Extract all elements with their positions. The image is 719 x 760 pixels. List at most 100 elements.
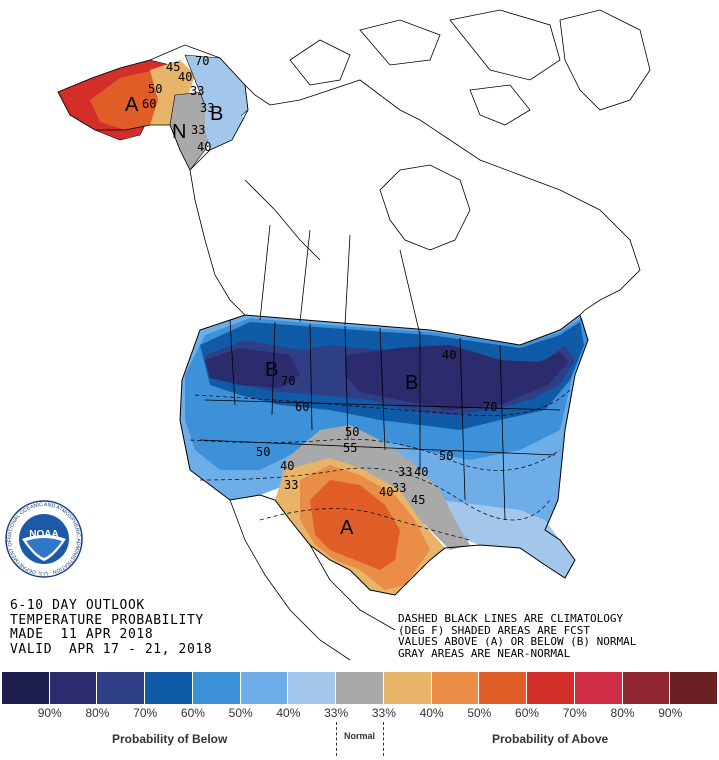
outlook-map: A B N B B A 50 40 33 33 33 40 60 70 45 7… bbox=[57, 9, 651, 661]
legend-swatch bbox=[145, 672, 193, 704]
contour-label: 50 bbox=[256, 445, 270, 459]
contour-label: 40 bbox=[379, 485, 393, 499]
contour-label: 50 bbox=[345, 425, 359, 439]
normal-divider-right bbox=[383, 722, 384, 756]
contour-label: 40 bbox=[280, 459, 294, 473]
contour-label: 70 bbox=[483, 400, 497, 414]
contour-label: 33 bbox=[190, 84, 204, 98]
alaska-region bbox=[57, 54, 249, 171]
legend-percent-label: 33% bbox=[324, 706, 349, 720]
contour-label: 33 bbox=[392, 481, 406, 495]
legend-percentages: 90% 80% 70% 60% 50% 40% 33% 33% 40% 50% 60% 70% 80% 9… bbox=[2, 706, 718, 720]
legend-percent-label: 70% bbox=[133, 706, 158, 720]
alaska-below-letter: B bbox=[210, 103, 223, 125]
hudson-bay bbox=[379, 164, 471, 251]
contour-label: 50 bbox=[439, 449, 453, 463]
alaska-normal-letter: N bbox=[172, 121, 186, 143]
contour-label: 60 bbox=[295, 400, 309, 414]
contour-label: 33 bbox=[284, 478, 298, 492]
legend-percent-label: 90% bbox=[658, 706, 683, 720]
canada-outline bbox=[189, 79, 641, 316]
contour-label: 50 bbox=[148, 82, 162, 96]
greenland-edge bbox=[559, 9, 651, 111]
legend-swatch bbox=[622, 672, 671, 704]
outlook-made-date: MADE 11 APR 2018 bbox=[10, 627, 154, 642]
contour-label: 60 bbox=[142, 97, 156, 111]
legend-percent-label: 70% bbox=[562, 706, 587, 720]
outlook-info: 6-10 DAY OUTLOOK TEMPERATURE PROBABILITY… bbox=[10, 598, 213, 657]
arctic-islands bbox=[289, 9, 561, 126]
alaska-above-mid bbox=[90, 70, 170, 130]
legend-percent-label: 60% bbox=[515, 706, 540, 720]
canada-provinces bbox=[244, 179, 421, 336]
legend-swatch bbox=[240, 672, 289, 704]
alaska-coast bbox=[57, 44, 249, 171]
legend-swatch bbox=[527, 672, 575, 704]
outlook-title: 6-10 DAY OUTLOOK bbox=[10, 598, 145, 613]
note-line: DASHED BLACK LINES ARE CLIMATOLOGY bbox=[398, 612, 624, 625]
probability-legend: 90% 80% 70% 60% 50% 40% 33% 33% 40% 50% 60% 70% 80% 9… bbox=[0, 668, 719, 760]
contour-label: 40 bbox=[197, 140, 211, 154]
legend-percent-label: 60% bbox=[180, 706, 205, 720]
conus-normal bbox=[280, 425, 470, 550]
legend-swatch bbox=[670, 672, 719, 704]
alaska-above-letter: A bbox=[125, 94, 139, 116]
legend-swatch bbox=[192, 672, 241, 704]
noaa-text: NOAA bbox=[29, 529, 58, 540]
conus-below-light-se bbox=[440, 500, 575, 578]
legend-percent-label: 33% bbox=[371, 706, 396, 720]
west-below-letter: B bbox=[265, 359, 278, 381]
legend-percent-label: 50% bbox=[228, 706, 253, 720]
legend-swatches bbox=[2, 672, 719, 704]
below-caption: Probability of Below bbox=[112, 732, 228, 746]
east-below-letter: B bbox=[405, 372, 418, 394]
legend-percent-label: 50% bbox=[467, 706, 492, 720]
note-line: GRAY AREAS ARE NEAR-NORMAL bbox=[398, 646, 571, 660]
above-caption: Probability of Above bbox=[492, 732, 609, 746]
noaa-logo: NATIONAL OCEANIC AND ATMOSPHERIC ADMINIS… bbox=[4, 499, 83, 578]
legend-swatch bbox=[383, 672, 432, 704]
us-states bbox=[199, 319, 561, 521]
legend-swatch bbox=[336, 672, 384, 704]
legend-swatch bbox=[49, 672, 98, 704]
map-notes: DASHED BLACK LINES ARE CLIMATOLOGY (DEG … bbox=[398, 613, 636, 659]
legend-percent-label: 90% bbox=[37, 706, 62, 720]
contour-label: 40 bbox=[442, 348, 456, 362]
conus-below-80-east bbox=[345, 345, 568, 410]
legend-percent-label: 40% bbox=[419, 706, 444, 720]
mexico-outline bbox=[229, 499, 396, 661]
outlook-subtitle: TEMPERATURE PROBABILITY bbox=[10, 612, 204, 628]
contour-label: 40 bbox=[414, 465, 428, 479]
conus-below-80-west bbox=[205, 348, 300, 388]
contour-label: 55 bbox=[343, 441, 357, 455]
legend-swatch bbox=[2, 672, 50, 704]
contour-label: 70 bbox=[281, 374, 295, 388]
legend-swatch bbox=[479, 672, 528, 704]
contour-label: 45 bbox=[166, 60, 180, 74]
legend-percent-label: 80% bbox=[85, 706, 110, 720]
legend-percent-label: 80% bbox=[610, 706, 635, 720]
note-line: VALUES ABOVE (A) OR BELOW (B) NORMAL bbox=[398, 635, 637, 648]
legend-swatch bbox=[431, 672, 480, 704]
south-above-letter: A bbox=[340, 517, 354, 539]
contour-label: 33 bbox=[200, 101, 214, 115]
normal-caption: Normal bbox=[344, 731, 376, 741]
contour-label: 33 bbox=[191, 123, 205, 137]
contour-label: 45 bbox=[411, 493, 425, 507]
normal-divider-left bbox=[336, 722, 337, 756]
conus-outline bbox=[179, 314, 589, 596]
note-line: (DEG F) SHADED AREAS ARE FCST bbox=[398, 623, 591, 637]
legend-swatch bbox=[97, 672, 146, 704]
boundaries bbox=[57, 9, 651, 661]
legend-swatch bbox=[288, 672, 337, 704]
conus-above-60 bbox=[310, 480, 400, 570]
contour-label: 70 bbox=[195, 54, 209, 68]
alaska-below-blue bbox=[205, 105, 245, 150]
conus-region bbox=[179, 314, 589, 596]
contour-label: 40 bbox=[178, 70, 192, 84]
outlook-valid-range: VALID APR 17 - 21, 2018 bbox=[10, 641, 213, 657]
legend-swatch bbox=[574, 672, 623, 704]
climatology-lines bbox=[189, 389, 571, 541]
contour-label: 33 bbox=[398, 465, 412, 479]
